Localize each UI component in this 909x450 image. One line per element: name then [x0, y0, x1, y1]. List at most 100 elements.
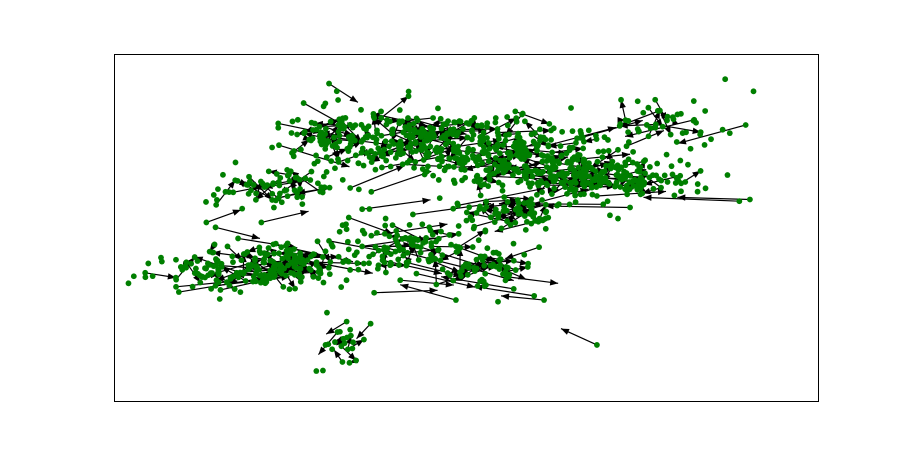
graph-node	[517, 139, 523, 145]
graph-node	[503, 207, 510, 214]
graph-node	[367, 320, 374, 327]
graph-node	[361, 230, 368, 237]
graph-node	[577, 127, 584, 134]
graph-node	[478, 122, 485, 129]
graph-node	[490, 249, 497, 256]
graph-node	[324, 138, 331, 144]
graph-node	[280, 283, 287, 290]
graph-edge	[362, 199, 431, 210]
graph-node	[440, 121, 447, 128]
graph-node	[242, 278, 249, 284]
graph-node	[224, 243, 231, 250]
graph-node	[477, 133, 484, 140]
graph-node	[275, 120, 282, 127]
graph-node	[473, 210, 480, 216]
graph-node	[284, 240, 291, 247]
graph-node	[188, 260, 195, 267]
graph-node	[618, 176, 625, 183]
graph-node	[253, 263, 260, 269]
graph-node	[368, 232, 375, 239]
graph-node	[202, 265, 208, 272]
graph-node	[499, 161, 506, 168]
graph-node	[677, 157, 684, 164]
edge-arrowhead	[621, 151, 631, 159]
graph-node	[215, 268, 222, 275]
graph-node	[455, 202, 461, 209]
graph-node	[315, 275, 322, 281]
graph-node	[664, 117, 670, 124]
graph-node	[591, 176, 598, 183]
graph-node	[326, 184, 333, 191]
graph-node	[345, 246, 352, 253]
graph-node	[340, 335, 347, 342]
graph-node	[615, 146, 621, 153]
graph-node	[427, 143, 434, 150]
graph-node	[579, 134, 586, 141]
graph-node	[435, 105, 441, 112]
graph-node	[213, 201, 220, 208]
graph-node	[625, 156, 632, 163]
graph-node	[232, 159, 239, 166]
graph-node	[323, 154, 330, 161]
graph-node	[298, 146, 304, 153]
graph-node	[358, 138, 365, 145]
graph-node	[425, 163, 431, 170]
graph-node	[512, 108, 519, 115]
edge-arrowhead	[318, 346, 327, 355]
graph-node	[432, 256, 439, 262]
graph-node	[585, 127, 592, 134]
graph-node	[276, 190, 283, 197]
graph-node	[654, 160, 661, 167]
graph-node	[640, 158, 647, 165]
graph-edge	[371, 170, 432, 193]
graph-node	[334, 329, 341, 335]
graph-node	[395, 256, 402, 263]
graph-edge	[400, 284, 457, 301]
graph-node	[379, 164, 385, 171]
graph-node	[578, 174, 585, 181]
graph-node	[400, 252, 407, 259]
graph-node	[431, 133, 438, 140]
edge-arrowhead	[643, 194, 652, 201]
graph-node	[326, 80, 332, 87]
graph-node	[454, 248, 461, 255]
graph-node	[661, 172, 668, 179]
graph-node	[701, 142, 708, 148]
graph-node	[604, 198, 611, 205]
graph-node	[475, 237, 482, 244]
graph-node	[481, 262, 488, 269]
graph-node	[342, 257, 349, 264]
graph-node	[389, 222, 396, 229]
graph-node	[629, 159, 636, 166]
graph-node	[599, 154, 606, 161]
graph-node	[246, 173, 252, 180]
graph-node	[323, 169, 330, 175]
graph-node	[403, 125, 410, 132]
edge-arrowhead	[523, 195, 532, 202]
graph-node	[541, 216, 547, 223]
graph-node	[328, 158, 335, 165]
graph-node	[235, 235, 241, 242]
graph-node	[252, 255, 258, 262]
graph-node	[421, 129, 428, 136]
edge-arrowhead	[505, 258, 514, 265]
graph-node	[524, 264, 531, 270]
graph-node	[691, 116, 698, 123]
graph-node	[637, 191, 644, 198]
graph-node	[546, 120, 553, 127]
graph-node	[210, 249, 217, 256]
graph-node	[580, 138, 587, 145]
graph-node	[428, 243, 435, 250]
graph-node	[368, 188, 375, 195]
graph-node	[283, 187, 290, 194]
graph-node	[374, 127, 380, 134]
edge-arrowhead	[300, 251, 309, 258]
edge-arrowhead	[418, 120, 428, 128]
edge-arrowhead	[439, 222, 448, 229]
graph-edge	[596, 190, 667, 197]
graph-node	[640, 109, 647, 116]
graph-node	[617, 184, 624, 190]
graph-node	[366, 206, 373, 212]
graph-node	[471, 223, 478, 230]
